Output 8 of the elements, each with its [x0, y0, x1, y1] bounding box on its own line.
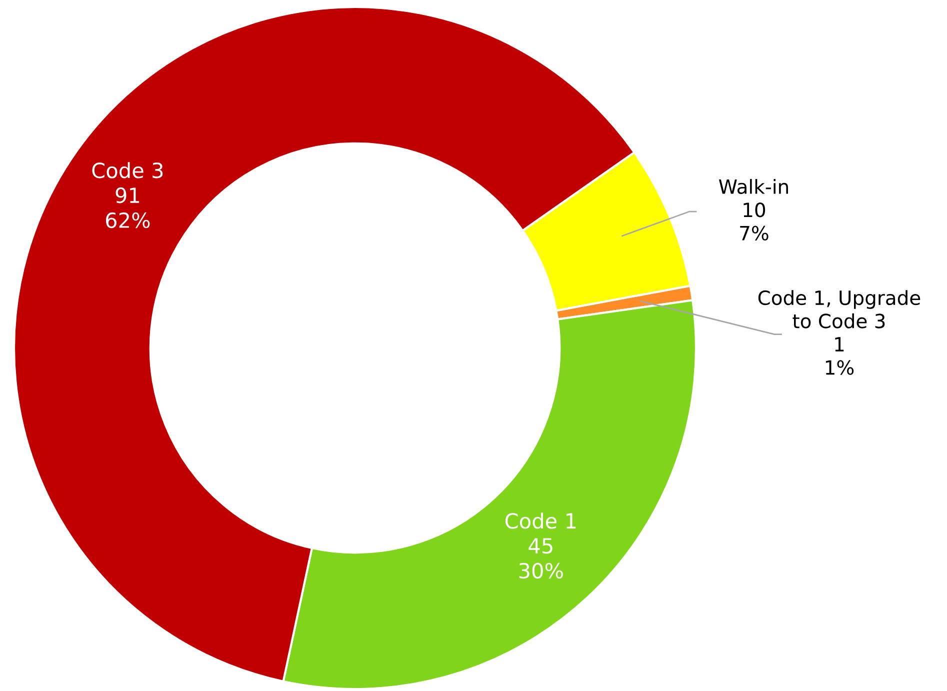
data-label: 91 62% — [106, 187, 150, 228]
data-label: 45 30% — [519, 538, 563, 579]
data-label: 10 7% — [740, 202, 768, 240]
slice-label: Code 3 — [92, 162, 163, 178]
slice-label: Walk-in — [718, 178, 788, 194]
slice-label: Code 1, Upgrade to Code 3 — [758, 290, 920, 328]
slice-label: Code 1 — [505, 512, 576, 529]
data-label: 1 1% — [826, 337, 854, 375]
